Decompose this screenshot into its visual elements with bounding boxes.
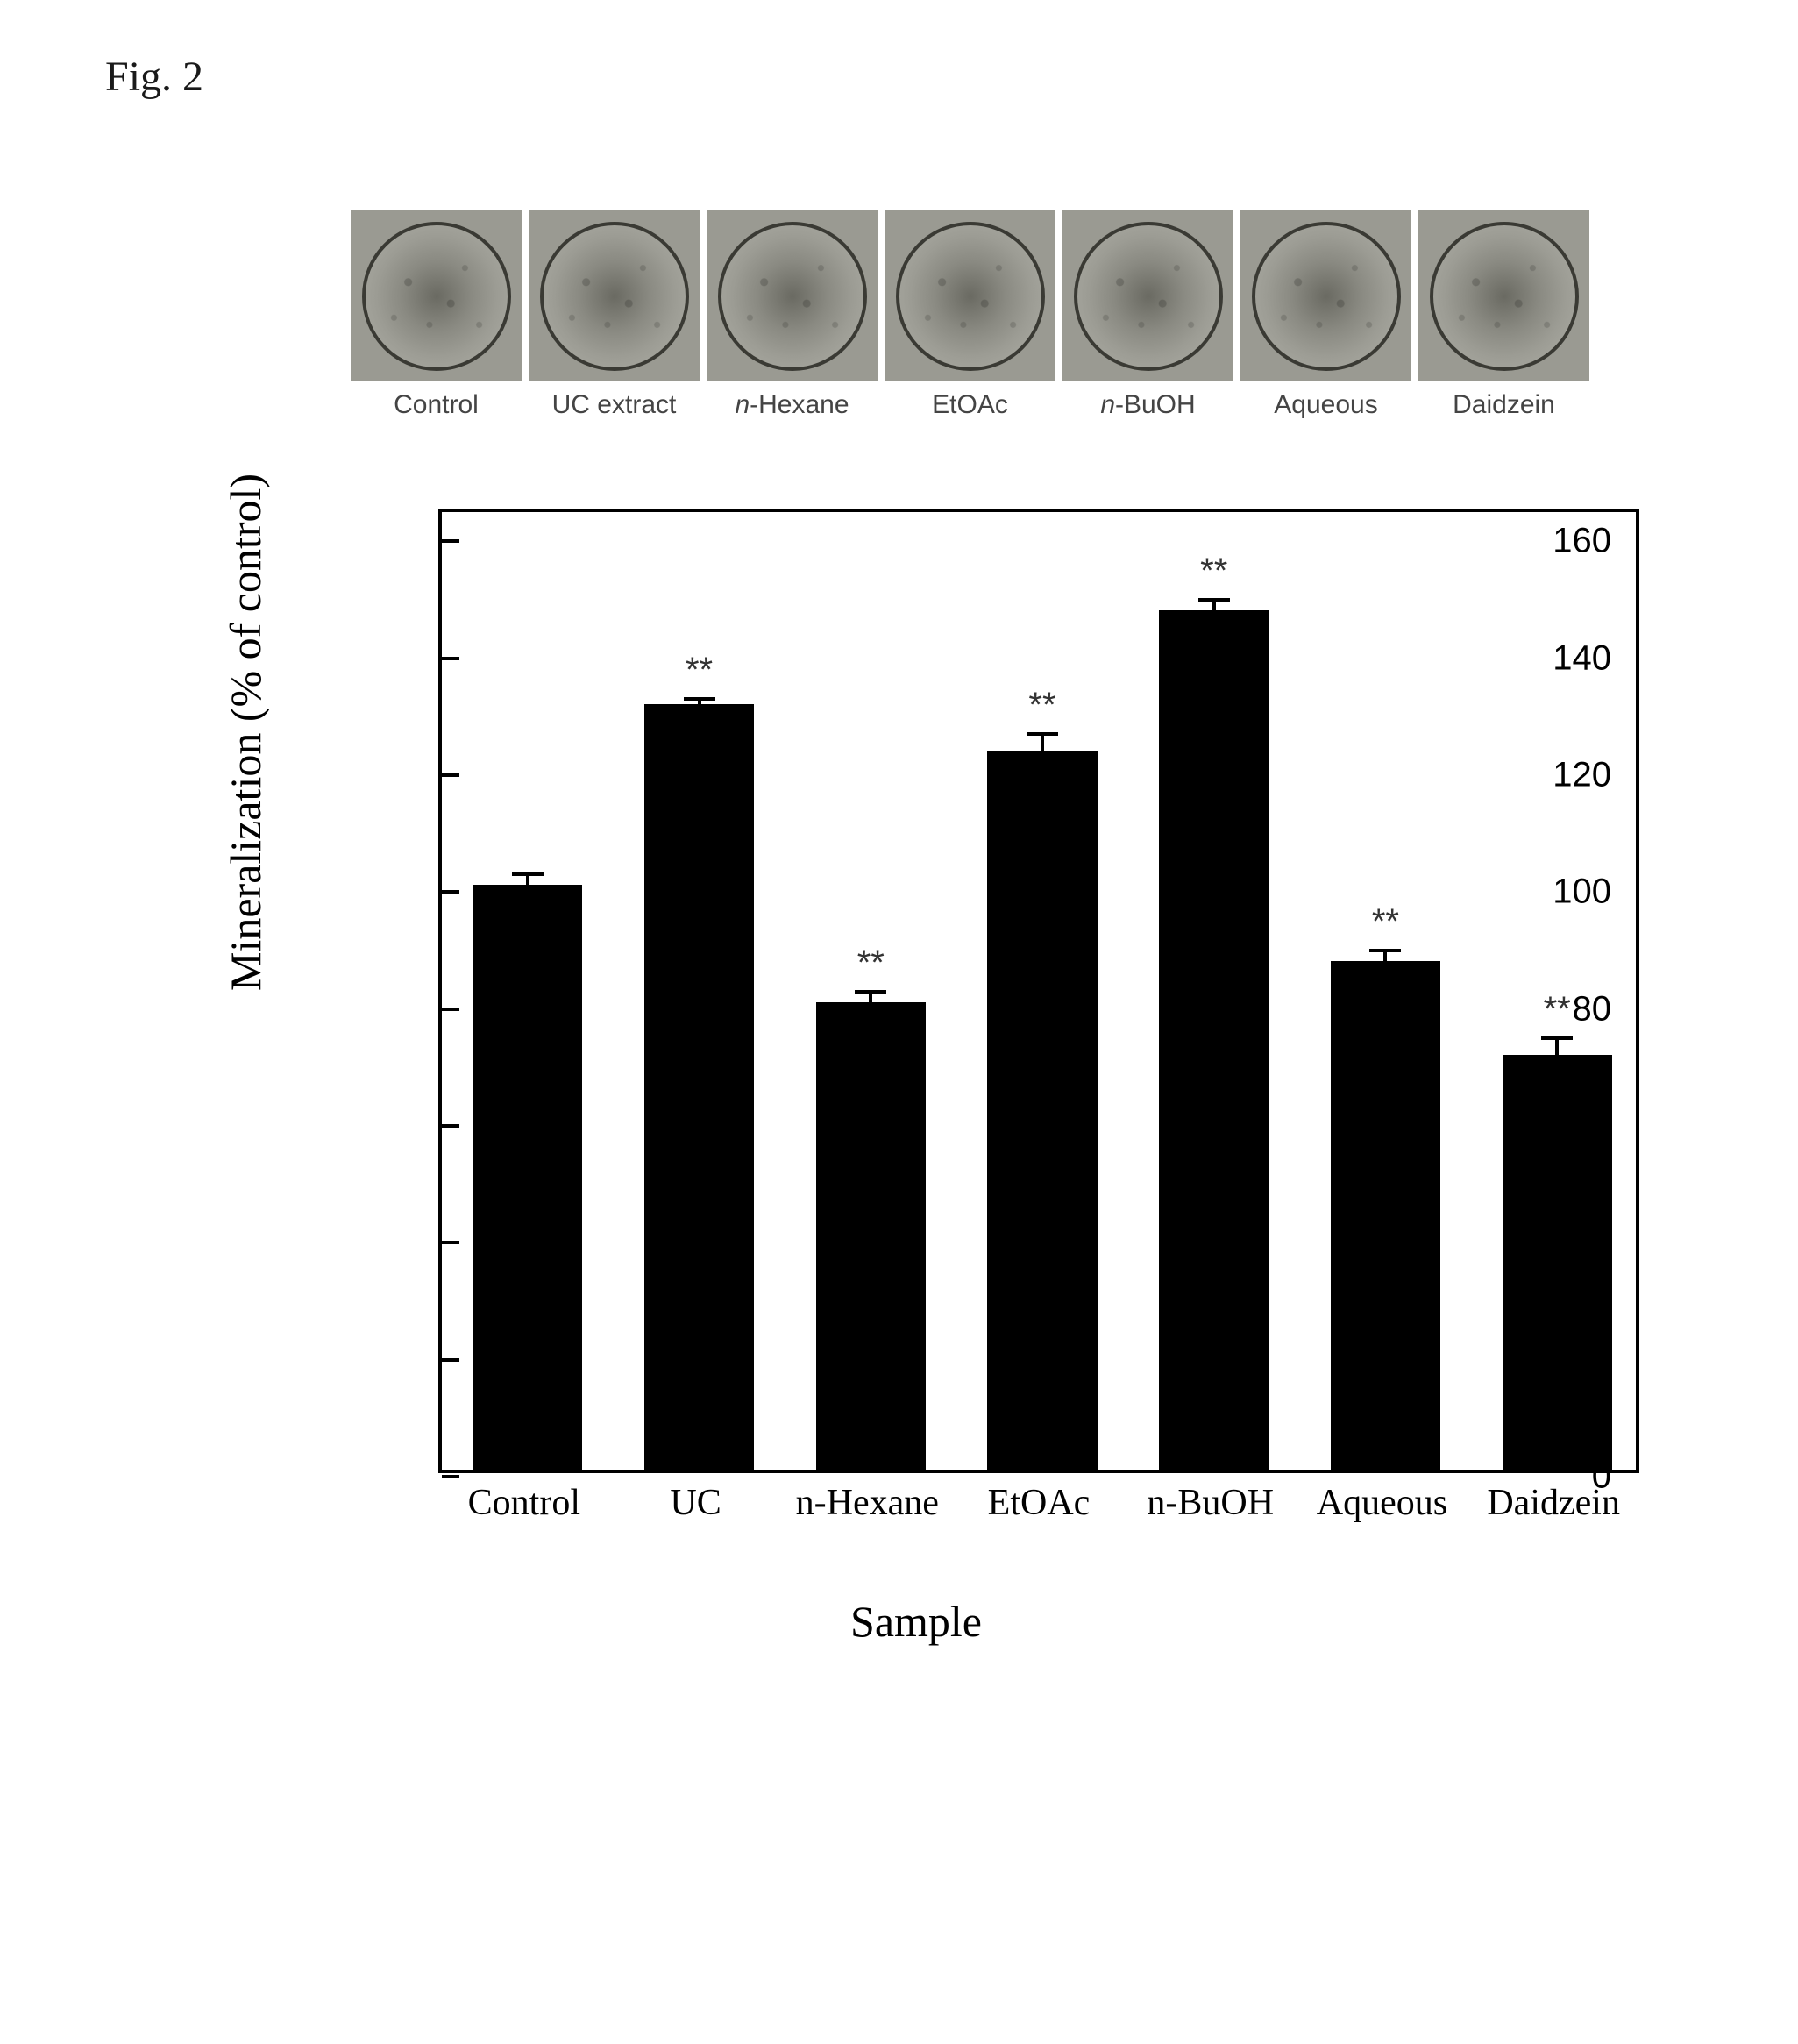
error-cap — [1027, 732, 1058, 736]
bar — [644, 704, 754, 1470]
y-tick-label: 140 — [1553, 638, 1611, 678]
error-bar — [1212, 600, 1216, 617]
x-tick — [1555, 1452, 1559, 1470]
plate-image — [885, 210, 1055, 381]
plate-image — [707, 210, 878, 381]
error-bar — [1555, 1038, 1559, 1062]
plate-label: EtOAc — [932, 390, 1008, 420]
significance-marker: ** — [1200, 552, 1227, 591]
significance-marker: ** — [1028, 686, 1055, 725]
y-tick-label: 40 — [1573, 1223, 1612, 1263]
bar — [473, 885, 582, 1470]
y-tick — [442, 539, 459, 543]
x-tick-label: n-Hexane — [796, 1482, 939, 1524]
y-tick-label: 80 — [1573, 989, 1612, 1029]
y-tick-label: 100 — [1553, 872, 1611, 912]
error-bar — [1041, 734, 1044, 758]
error-bar — [1383, 951, 1387, 968]
y-tick — [442, 890, 459, 894]
plate-image — [351, 210, 522, 381]
error-bar — [526, 874, 529, 892]
error-cap — [512, 872, 544, 876]
x-axis-title: Sample — [850, 1596, 982, 1647]
error-bar — [869, 992, 872, 1009]
plate-label: Control — [394, 390, 479, 420]
plate-image — [1418, 210, 1589, 381]
significance-marker: ** — [857, 944, 885, 983]
bar — [987, 751, 1097, 1470]
y-tick — [442, 1008, 459, 1011]
plate-label: Daidzein — [1453, 390, 1555, 420]
plate-thumbnail: n-BuOH — [1062, 210, 1233, 420]
y-tick — [442, 1241, 459, 1244]
y-tick-label: 60 — [1573, 1107, 1612, 1146]
bar — [1331, 961, 1440, 1470]
x-tick — [869, 1452, 872, 1470]
chart-frame: ************ 020406080100120140160 — [438, 509, 1639, 1473]
plate-label: UC extract — [552, 390, 677, 420]
error-cap — [1541, 1036, 1573, 1040]
y-tick — [442, 1358, 459, 1362]
significance-marker: ** — [686, 651, 713, 690]
plate-image — [1240, 210, 1411, 381]
x-tick — [698, 1452, 701, 1470]
bar — [816, 1002, 926, 1470]
y-tick-label: 20 — [1573, 1340, 1612, 1379]
x-tick — [1212, 1452, 1216, 1470]
bar — [1159, 610, 1269, 1470]
figure-label: Fig. 2 — [105, 53, 203, 101]
x-tick-label: EtOAc — [988, 1482, 1091, 1524]
error-cap — [684, 697, 715, 701]
plate-thumbnail: EtOAc — [885, 210, 1055, 420]
y-tick — [442, 773, 459, 777]
plate-thumbnail: Daidzein — [1418, 210, 1589, 420]
y-tick-label: 120 — [1553, 756, 1611, 795]
y-tick — [442, 1475, 459, 1478]
x-tick — [526, 1452, 529, 1470]
error-cap — [1198, 598, 1230, 602]
y-tick-label: 160 — [1553, 522, 1611, 561]
x-tick-label: Control — [468, 1482, 580, 1524]
plate-thumbnail: UC extract — [529, 210, 700, 420]
significance-marker: ** — [1544, 990, 1571, 1029]
plot-area: ** ** ** ** ** ** — [442, 512, 1636, 1470]
plate-label: n-BuOH — [1100, 390, 1195, 420]
y-axis-title: Mineralization (% of control) — [220, 474, 271, 991]
plate-image — [529, 210, 700, 381]
plate-thumbnail: Control — [351, 210, 522, 420]
plate-label: n-Hexane — [735, 390, 849, 420]
error-cap — [855, 990, 886, 994]
plate-image — [1062, 210, 1233, 381]
plate-thumbnails-row: Control UC extract n-Hexane EtOAc n-BuOH Aque… — [351, 210, 1589, 420]
y-tick — [442, 1124, 459, 1128]
x-tick — [1041, 1452, 1044, 1470]
x-tick-label: UC — [670, 1482, 721, 1524]
plate-thumbnail: Aqueous — [1240, 210, 1411, 420]
mineralization-bar-chart: Mineralization (% of control) **********… — [193, 474, 1639, 1701]
y-tick — [442, 657, 459, 660]
significance-marker: ** — [1372, 902, 1399, 942]
x-tick — [1383, 1452, 1387, 1470]
plate-label: Aqueous — [1274, 390, 1377, 420]
error-cap — [1369, 949, 1401, 952]
x-tick-label: Daidzein — [1487, 1482, 1620, 1524]
plate-thumbnail: n-Hexane — [707, 210, 878, 420]
x-tick-label: n-BuOH — [1147, 1482, 1274, 1524]
x-tick-label: Aqueous — [1317, 1482, 1447, 1524]
